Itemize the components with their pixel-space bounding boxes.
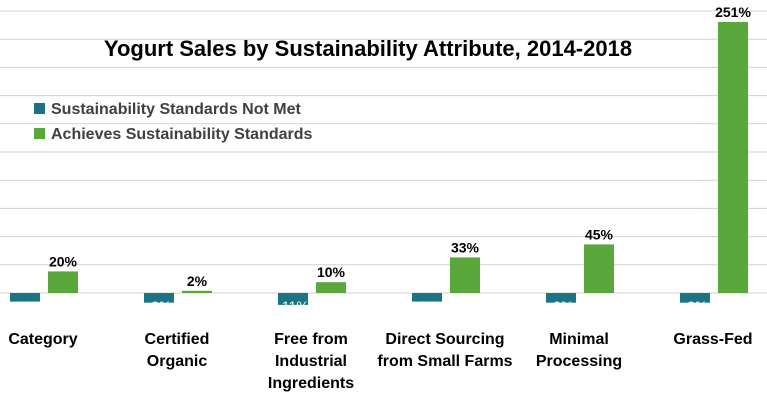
bar-achieves bbox=[182, 290, 212, 293]
bar-not-met bbox=[278, 293, 308, 305]
category-label: Minimal Processing bbox=[536, 331, 622, 370]
chart-title: Yogurt Sales by Sustainability Attribute… bbox=[104, 36, 632, 61]
legend: Sustainability Standards Not Met Achieve… bbox=[34, 101, 313, 143]
value-label-not-met: -9% bbox=[147, 298, 172, 314]
bar-not-met bbox=[144, 293, 174, 303]
value-label-achieves: 33% bbox=[451, 239, 480, 255]
legend-swatch-not-met bbox=[34, 103, 45, 114]
value-label-achieves: 45% bbox=[585, 226, 614, 242]
bar-not-met bbox=[546, 293, 576, 303]
value-labels: -8% 20% -9% 2% -11% 10% -8% 33% -9% 45% -9% 251% bbox=[13, 4, 752, 314]
value-label-not-met: -9% bbox=[683, 298, 708, 314]
value-label-achieves: 2% bbox=[187, 273, 208, 289]
category-label: Free from Industrial Ingredients bbox=[268, 331, 354, 392]
value-label-achieves: 251% bbox=[715, 4, 751, 20]
bar-achieves bbox=[584, 244, 614, 293]
bar-not-met bbox=[412, 293, 442, 302]
gridlines bbox=[0, 10, 767, 294]
value-label-achieves: 10% bbox=[317, 264, 346, 280]
category-label: Grass-Fed bbox=[673, 331, 752, 348]
value-label-not-met: -8% bbox=[415, 298, 440, 314]
bar-not-met bbox=[680, 293, 710, 303]
bars bbox=[10, 22, 748, 305]
value-label-not-met: -11% bbox=[277, 298, 309, 314]
value-label-not-met: -8% bbox=[13, 298, 38, 314]
bar-achieves bbox=[450, 257, 480, 293]
category-label: Certified Organic bbox=[145, 331, 210, 370]
category-labels: Category Certified Organic Free from Industr… bbox=[8, 331, 752, 392]
legend-swatch-achieves bbox=[34, 128, 45, 139]
bar-achieves bbox=[316, 282, 346, 293]
bar-not-met bbox=[10, 293, 40, 302]
value-label-achieves: 20% bbox=[49, 253, 78, 269]
bar-achieves bbox=[48, 271, 78, 293]
legend-label-not-met: Sustainability Standards Not Met bbox=[51, 101, 301, 118]
category-label: Direct Sourcing from Small Farms bbox=[377, 331, 512, 370]
legend-label-achieves: Achieves Sustainability Standards bbox=[51, 126, 313, 143]
bar-achieves bbox=[718, 22, 748, 293]
value-label-not-met: -9% bbox=[549, 298, 574, 314]
category-label: Category bbox=[8, 331, 77, 348]
